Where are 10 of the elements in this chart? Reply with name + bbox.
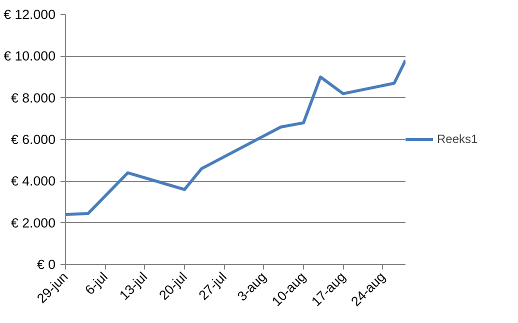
legend-label: Reeks1 xyxy=(437,132,478,146)
y-tick-label: € 0 xyxy=(36,257,56,272)
y-tick-label: € 4.000 xyxy=(11,174,56,189)
x-tick-label: 6-jul xyxy=(82,269,110,298)
line-series xyxy=(66,58,406,216)
y-tick-label: € 12.000 xyxy=(4,7,56,22)
y-tick-label: € 2.000 xyxy=(11,215,56,230)
y-tick-label: € 6.000 xyxy=(11,132,56,147)
y-tick-label: € 10.000 xyxy=(4,48,56,64)
y-tick-label: € 8.000 xyxy=(11,90,56,106)
